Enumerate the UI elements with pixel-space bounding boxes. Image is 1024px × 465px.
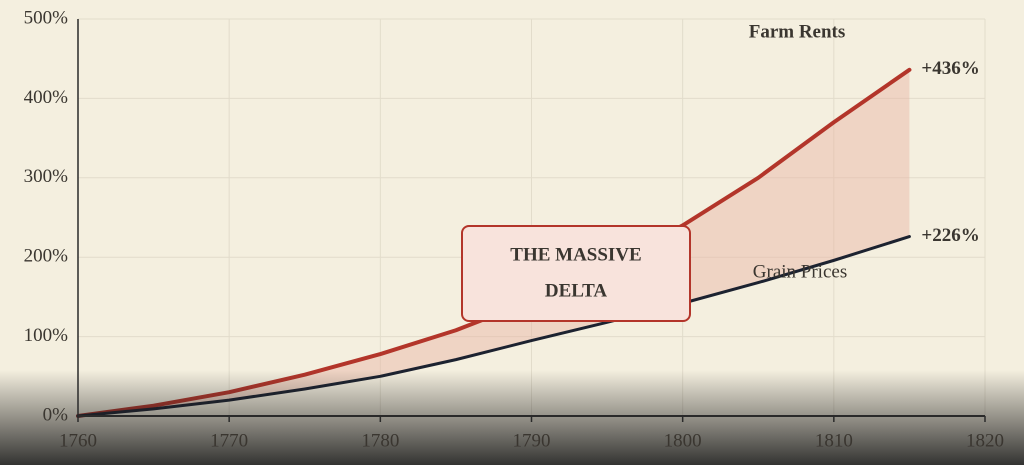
y-tick-label: 0%	[43, 404, 69, 425]
x-tick-label: 1800	[664, 430, 702, 451]
x-tick-label: 1780	[361, 430, 399, 451]
y-tick-label: 100%	[24, 325, 69, 346]
x-tick-label: 1790	[513, 430, 551, 451]
x-tick-label: 1810	[815, 430, 853, 451]
annotation-box	[461, 225, 691, 322]
x-tick-label: 1760	[59, 430, 97, 451]
delta-area	[78, 69, 910, 416]
y-tick-label: 500%	[24, 7, 69, 28]
annotation-text: DELTA	[545, 280, 608, 301]
series-name: Farm Rents	[749, 21, 846, 42]
y-tick-label: 200%	[24, 246, 69, 267]
x-tick-label: 1820	[966, 430, 1004, 451]
y-tick-label: 300%	[24, 166, 69, 187]
y-tick-label: 400%	[24, 87, 69, 108]
series-name: Grain Prices	[753, 261, 847, 282]
x-tick-label: 1770	[210, 430, 248, 451]
vignette	[0, 370, 1024, 465]
annotation-text: THE MASSIVE	[510, 244, 641, 265]
end-label: +436%	[921, 58, 979, 79]
end-label: +226%	[921, 225, 979, 246]
